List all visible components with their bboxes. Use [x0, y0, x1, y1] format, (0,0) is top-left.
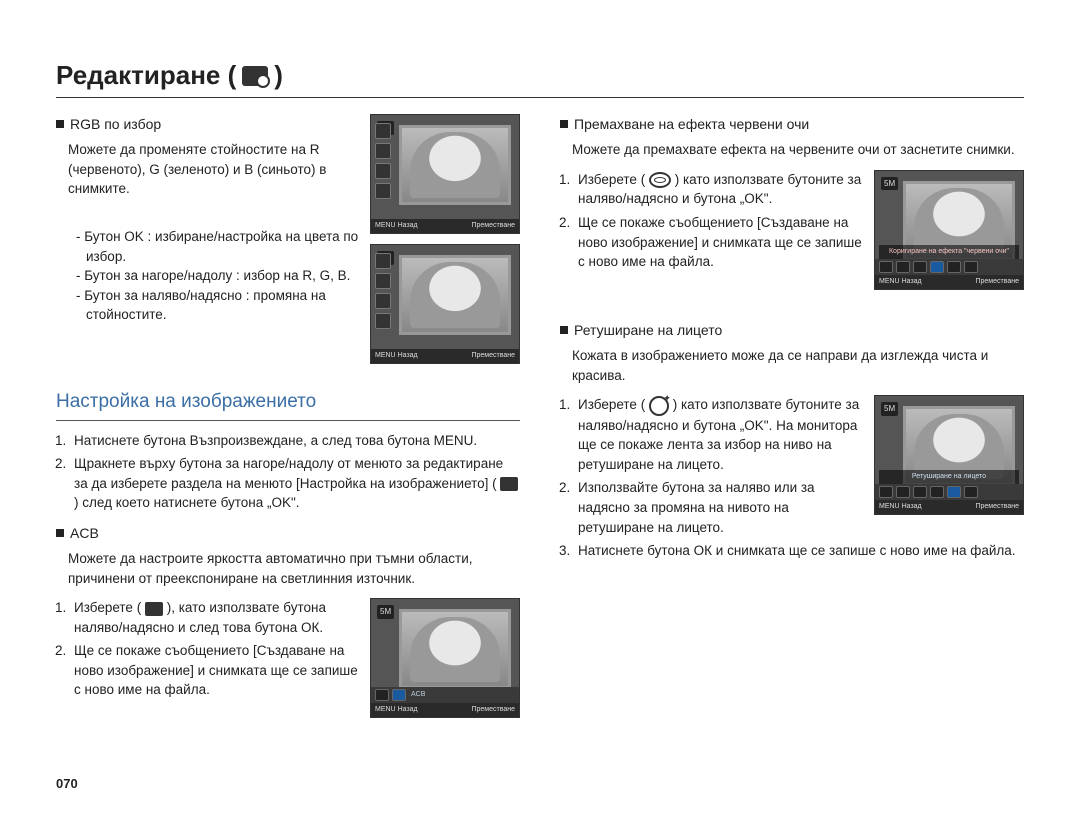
option-icon — [879, 486, 893, 498]
option-icon-active — [947, 486, 961, 498]
acb-thumb: 5M ACB MENU Назад Преместване — [370, 598, 520, 718]
thumb-status-bar: MENU Назад Преместване — [875, 500, 1023, 514]
thumb-status-bar: MENU Назад Преместване — [371, 219, 519, 233]
redeye-body: Можете да премахвате ефекта на червените… — [572, 140, 1024, 160]
option-icon — [896, 261, 910, 273]
acb-icon — [145, 602, 163, 616]
option-icon — [879, 261, 893, 273]
photo-preview — [399, 609, 511, 689]
acb-body: Можете да настроите яркостта автоматично… — [68, 549, 520, 588]
subsection-rule — [56, 420, 520, 421]
option-icon — [913, 486, 927, 498]
tool-icon — [375, 143, 391, 159]
redeye-caption: Коригиране на ефекта "червени очи" — [879, 245, 1019, 259]
option-icon — [964, 486, 978, 498]
adjust-step-1: Натиснете бутона Възпроизвеждане, а след… — [70, 431, 520, 451]
retouch-step-3: Натиснете бутона ОК и снимката ще се зап… — [574, 541, 1024, 561]
redeye-icon — [649, 172, 671, 188]
photo-preview — [399, 125, 511, 205]
bottom-icon-row — [875, 259, 1023, 275]
tool-icon — [375, 163, 391, 179]
tool-icon — [375, 123, 391, 139]
tool-icon — [375, 273, 391, 289]
redeye-thumb: 5M Коригиране на ефекта "червени очи" ME… — [874, 170, 1024, 290]
retouch-thumb: 5M Ретуширане на лицето MENU Назад Преме… — [874, 395, 1024, 515]
acb-label: ACB — [411, 690, 425, 700]
left-column: 5M MENU Назад Преместване 5M — [56, 112, 520, 724]
camera-screenshot: 5M MENU Назад Преместване — [370, 114, 520, 234]
square-bullet-icon — [56, 529, 64, 537]
bottom-icon-row — [875, 484, 1023, 500]
retouch-caption: Ретуширане на лицето — [879, 470, 1019, 484]
adjust-steps: Натиснете бутона Възпроизвеждане, а след… — [70, 431, 520, 513]
option-icon — [947, 261, 961, 273]
resolution-badge: 5M — [881, 177, 898, 191]
tool-icon — [375, 293, 391, 309]
option-icon — [964, 261, 978, 273]
thumb-status-bar: MENU Назад Преместване — [371, 703, 519, 717]
title-prefix: Редактиране ( — [56, 60, 236, 91]
page-title: Редактиране ( ) — [56, 60, 1024, 91]
rgb-section: 5M MENU Назад Преместване 5M — [56, 114, 520, 370]
square-bullet-icon — [56, 120, 64, 128]
acb-heading: ACB — [56, 523, 520, 543]
thumb-status-bar: MENU Назад Преместване — [875, 275, 1023, 289]
retouch-steps-block: 5M Ретуширане на лицето MENU Назад Преме… — [560, 395, 1024, 564]
edit-icon — [242, 66, 268, 86]
resolution-badge: 5M — [377, 605, 394, 619]
image-adjust-subsection: Настройка на изображението — [56, 388, 520, 416]
resolution-badge: 5M — [881, 402, 898, 416]
option-icon — [375, 689, 389, 701]
thumb-status-bar: MENU Назад Преместване — [371, 349, 519, 363]
move-label: Преместване — [471, 221, 515, 231]
photo-preview — [399, 255, 511, 335]
tool-icon — [375, 313, 391, 329]
page-number: 070 — [56, 776, 78, 791]
camera-screenshot: 5M ACB MENU Назад Преместване — [370, 598, 520, 718]
title-rule — [56, 97, 1024, 98]
tool-icon — [375, 183, 391, 199]
face-retouch-icon — [649, 396, 669, 416]
right-column: Премахване на ефекта червени очи Можете … — [560, 112, 1024, 724]
title-suffix: ) — [274, 60, 283, 91]
retouch-body: Кожата в изображението може да се направ… — [572, 346, 1024, 385]
left-tool-icons — [375, 253, 391, 329]
acb-section: ACB Можете да настроите яркостта автомат… — [56, 523, 520, 724]
camera-screenshot: 5M Коригиране на ефекта "червени очи" ME… — [874, 170, 1024, 290]
left-tool-icons — [375, 123, 391, 199]
square-bullet-icon — [560, 120, 568, 128]
retouch-heading: Ретуширане на лицето — [560, 320, 1024, 340]
two-column-layout: 5M MENU Назад Преместване 5M — [56, 112, 1024, 724]
option-icon-active — [930, 261, 944, 273]
camera-screenshot: 5M Ретуширане на лицето MENU Назад Преме… — [874, 395, 1024, 515]
adjust-menu-icon — [500, 477, 518, 491]
bottom-icon-row: ACB — [371, 687, 519, 703]
menu-label: MENU — [375, 222, 396, 229]
rgb-heading: RGB по избор — [56, 114, 360, 134]
camera-screenshot: 5M MENU Назад Преместване — [370, 244, 520, 364]
redeye-heading: Премахване на ефекта червени очи — [560, 114, 1024, 134]
option-icon-active — [392, 689, 406, 701]
back-label: Назад — [398, 222, 418, 229]
square-bullet-icon — [560, 326, 568, 334]
option-icon — [913, 261, 927, 273]
tool-icon — [375, 253, 391, 269]
option-icon — [930, 486, 944, 498]
rgb-thumbs: 5M MENU Назад Преместване 5M — [370, 114, 520, 364]
redeye-steps-block: 5M Коригиране на ефекта "червени очи" ME… — [560, 170, 1024, 296]
option-icon — [896, 486, 910, 498]
adjust-step-2: Щракнете върху бутона за нагоре/надолу о… — [70, 454, 520, 513]
